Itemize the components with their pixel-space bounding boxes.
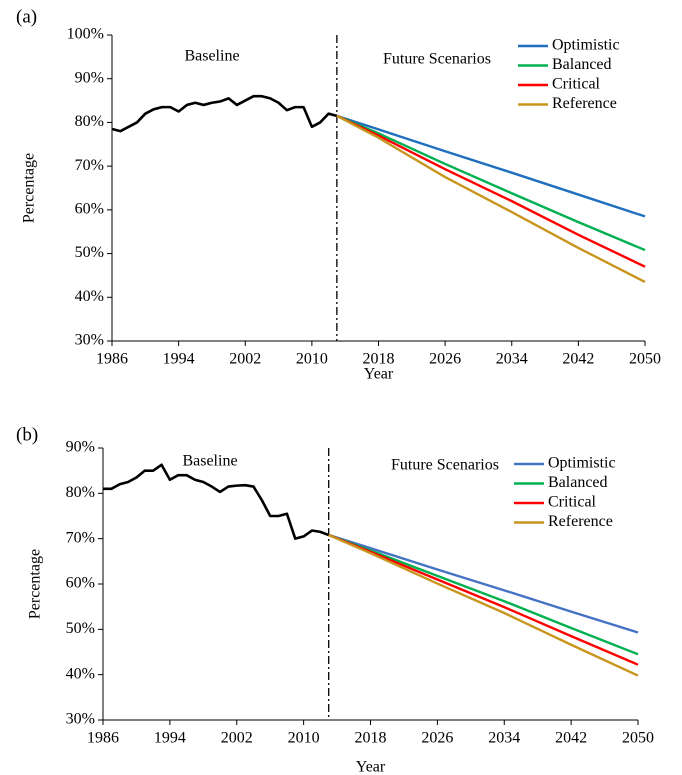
y-tick-label: 60% — [75, 201, 104, 218]
x-tick-label: 2002 — [221, 730, 253, 747]
series-line — [328, 533, 639, 677]
x-tick-label: 2010 — [296, 351, 328, 368]
x-axis-title: Year — [356, 759, 386, 775]
x-axis-title: Year — [364, 366, 394, 383]
x-tick-label: 2018 — [363, 351, 395, 368]
y-tick-label: 80% — [66, 484, 95, 501]
legend-label: Critical — [548, 494, 597, 511]
legend-label: Balanced — [552, 56, 612, 73]
y-tick-label: 60% — [66, 575, 95, 592]
legend-label: Optimistic — [552, 37, 620, 54]
x-tick-label: 2034 — [496, 351, 528, 368]
series-line — [111, 94, 338, 133]
x-tick-label: 2034 — [488, 730, 520, 747]
legend-label: Critical — [552, 76, 601, 93]
x-tick-label: 2010 — [288, 730, 320, 747]
x-tick-label: 2026 — [429, 351, 461, 368]
x-tick-label: 1986 — [96, 351, 128, 368]
series-line — [328, 533, 639, 634]
annotation: Baseline — [184, 48, 239, 65]
y-tick-label: 30% — [75, 332, 104, 349]
y-tick-label: 40% — [75, 288, 104, 305]
series-line — [336, 114, 646, 284]
x-tick-label: 1994 — [154, 730, 186, 747]
legend-label: Balanced — [548, 474, 608, 491]
y-axis-title: Percentage — [27, 549, 44, 619]
x-tick-label: 2042 — [562, 351, 594, 368]
y-tick-label: 40% — [66, 665, 95, 682]
annotation: Future Scenarios — [383, 51, 491, 68]
x-tick-label: 1986 — [87, 730, 119, 747]
y-tick-label: 90% — [66, 439, 95, 456]
x-tick-label: 1994 — [163, 351, 195, 368]
series-line — [336, 114, 646, 218]
y-tick-label: 90% — [75, 69, 104, 86]
y-axis-title: Percentage — [21, 153, 38, 223]
series-line — [103, 463, 330, 540]
x-tick-label: 2026 — [421, 730, 453, 747]
y-tick-label: 70% — [66, 529, 95, 546]
panel-label: (b) — [16, 424, 38, 445]
series-line — [336, 114, 646, 268]
y-tick-label: 30% — [66, 711, 95, 728]
legend-label: Reference — [548, 513, 613, 530]
y-tick-label: 100% — [67, 26, 104, 43]
annotation: Baseline — [182, 453, 237, 470]
annotation: Future Scenarios — [391, 457, 499, 474]
x-tick-label: 2050 — [622, 730, 654, 747]
y-tick-label: 80% — [75, 113, 104, 130]
panel-label: (a) — [16, 6, 37, 27]
legend-label: Optimistic — [548, 455, 616, 472]
x-tick-label: 2050 — [629, 351, 661, 368]
x-tick-label: 2002 — [229, 351, 261, 368]
y-tick-label: 50% — [66, 620, 95, 637]
series-line — [336, 114, 646, 252]
x-tick-label: 2042 — [555, 730, 587, 747]
x-tick-label: 2018 — [355, 730, 387, 747]
legend-label: Reference — [552, 95, 617, 112]
y-tick-label: 50% — [75, 244, 104, 261]
y-tick-label: 70% — [75, 157, 104, 174]
